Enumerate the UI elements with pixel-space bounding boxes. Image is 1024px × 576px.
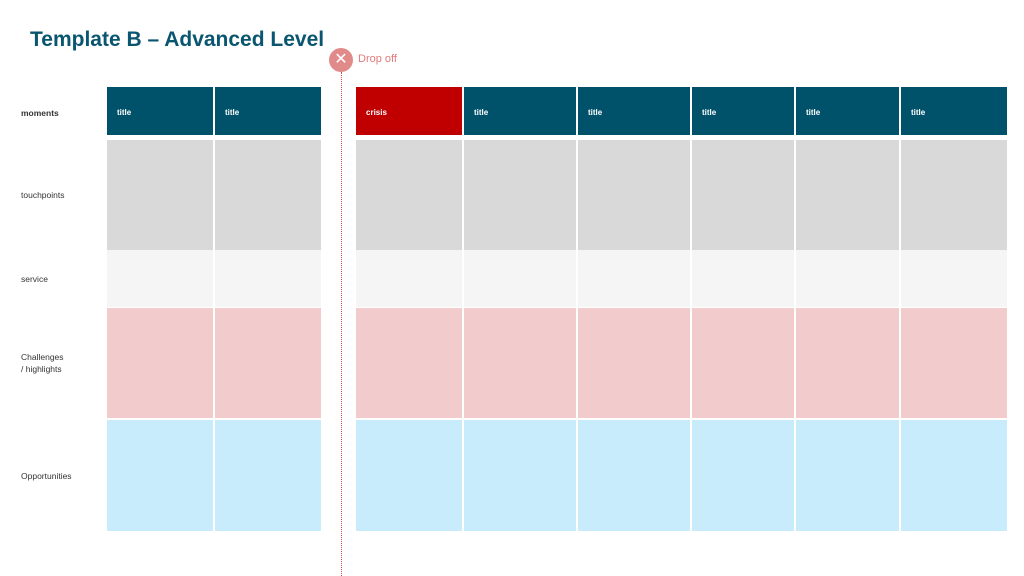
opportunity-cell xyxy=(107,420,213,531)
opportunity-cell xyxy=(796,420,899,531)
touchpoint-cell xyxy=(796,140,899,250)
moment-header: title xyxy=(692,87,794,135)
challenge-cell xyxy=(692,308,794,418)
challenge-cell xyxy=(215,308,321,418)
dropoff-label: Drop off xyxy=(358,53,397,65)
service-cell xyxy=(796,250,899,307)
service-cell xyxy=(356,250,462,307)
opportunity-cell xyxy=(901,420,1007,531)
service-cell xyxy=(578,250,690,307)
moment-header: title xyxy=(901,87,1007,135)
page-title: Template B – Advanced Level xyxy=(30,28,325,51)
challenge-cell xyxy=(901,308,1007,418)
dropoff-line xyxy=(341,72,342,576)
opportunity-cell xyxy=(356,420,462,531)
close-icon: ✕ xyxy=(329,48,353,72)
service-cell xyxy=(692,250,794,307)
touchpoint-cell xyxy=(578,140,690,250)
row-label-opportunities: Opportunities xyxy=(21,471,72,481)
service-cell xyxy=(107,250,213,307)
moment-header: title xyxy=(796,87,899,135)
touchpoint-cell xyxy=(692,140,794,250)
opportunity-cell xyxy=(464,420,576,531)
service-cell xyxy=(901,250,1007,307)
row-label-moments: moments xyxy=(21,108,59,118)
moment-header: title xyxy=(215,87,321,135)
opportunity-cell xyxy=(215,420,321,531)
row-label-service: service xyxy=(21,274,48,284)
service-cell xyxy=(464,250,576,307)
moment-header: title xyxy=(464,87,576,135)
challenge-cell xyxy=(107,308,213,418)
touchpoint-cell xyxy=(356,140,462,250)
touchpoint-cell xyxy=(464,140,576,250)
challenge-cell xyxy=(464,308,576,418)
row-label-highlights: / highlights xyxy=(21,364,62,374)
row-label-challenges: Challenges xyxy=(21,352,64,362)
service-cell xyxy=(215,250,321,307)
touchpoint-cell xyxy=(215,140,321,250)
touchpoint-cell xyxy=(901,140,1007,250)
challenge-cell xyxy=(796,308,899,418)
moment-header: title xyxy=(578,87,690,135)
moment-header: title xyxy=(107,87,213,135)
touchpoint-cell xyxy=(107,140,213,250)
opportunity-cell xyxy=(692,420,794,531)
row-label-touchpoints: touchpoints xyxy=(21,190,65,200)
opportunity-cell xyxy=(578,420,690,531)
moment-header-crisis: crisis xyxy=(356,87,462,135)
challenge-cell xyxy=(356,308,462,418)
challenge-cell xyxy=(578,308,690,418)
